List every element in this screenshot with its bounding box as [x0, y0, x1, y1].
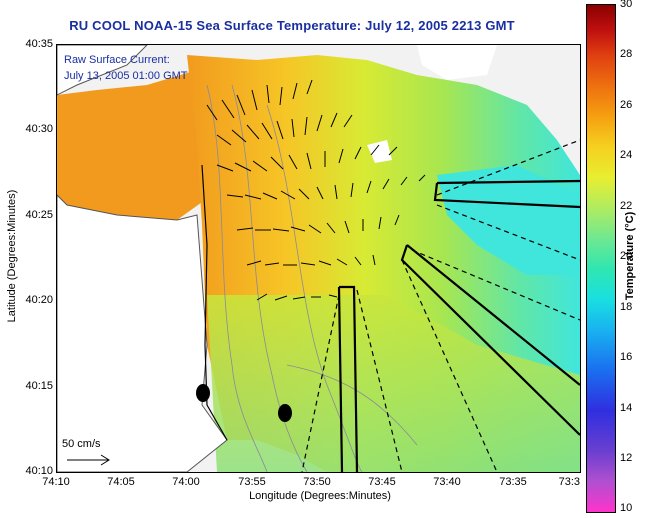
- y-tick-label: 40:35: [25, 38, 53, 50]
- colorbar-tick: 26: [620, 99, 633, 111]
- scale-arrow: [67, 454, 110, 466]
- colorbar-tick: 16: [620, 351, 633, 363]
- colorbar-title: Temperature (°C): [624, 211, 636, 301]
- x-tick-label: 73:3: [558, 476, 580, 488]
- colorbar-tick: 20: [620, 250, 633, 262]
- y-axis-label: Latitude (Degrees:Minutes): [6, 189, 18, 323]
- southern-water: [207, 295, 580, 472]
- y-tick-label: 40:15: [25, 380, 53, 392]
- land-north: [57, 45, 148, 96]
- colorbar-tick: 24: [620, 149, 633, 161]
- land-patch: [417, 45, 497, 80]
- x-tick-label: 73:50: [303, 476, 331, 488]
- map-title: RU COOL NOAA-15 Sea Surface Temperature:…: [69, 18, 515, 33]
- island: [367, 140, 392, 163]
- x-tick-label: 74:00: [172, 476, 200, 488]
- x-tick-label: 73:55: [238, 476, 266, 488]
- cool-patch: [437, 165, 580, 275]
- x-tick-label: 74:05: [107, 476, 135, 488]
- site-marker: [196, 384, 210, 402]
- land: [57, 194, 228, 472]
- current-annotation-line2: July 13, 2005 01:00 GMT: [64, 70, 188, 82]
- y-tick-label: 40:30: [25, 123, 53, 135]
- x-tick-label: 73:45: [368, 476, 396, 488]
- x-tick-label: 73:40: [433, 476, 461, 488]
- scale-label: 50 cm/s: [62, 438, 101, 450]
- sst-map: [56, 44, 581, 473]
- colorbar-tick: 22: [620, 200, 633, 212]
- x-axis-label: Longitude (Degrees:Minutes): [249, 490, 391, 502]
- coastline: [201, 164, 228, 441]
- y-tick-label: 40:20: [25, 294, 53, 306]
- colorbar-tick: 30: [620, 0, 633, 10]
- y-tick-label: 40:25: [25, 209, 53, 221]
- transect-lines: [301, 139, 580, 472]
- colorbar-tick: 10: [620, 502, 633, 514]
- y-tick-label: 40:10: [25, 465, 53, 477]
- x-tick-label: 73:35: [499, 476, 527, 488]
- current-annotation-line1: Raw Surface Current:: [64, 54, 170, 66]
- colorbar-tick: 12: [620, 452, 633, 464]
- current-vectors: [206, 79, 426, 301]
- x-tick-label: 74:10: [42, 476, 70, 488]
- colorbar-tick: 14: [620, 402, 633, 414]
- site-marker: [278, 404, 292, 422]
- colorbar-tick: 28: [620, 48, 633, 60]
- colorbar-tick: 18: [620, 301, 633, 313]
- warm-water: [57, 70, 212, 220]
- colorbar: [586, 4, 616, 513]
